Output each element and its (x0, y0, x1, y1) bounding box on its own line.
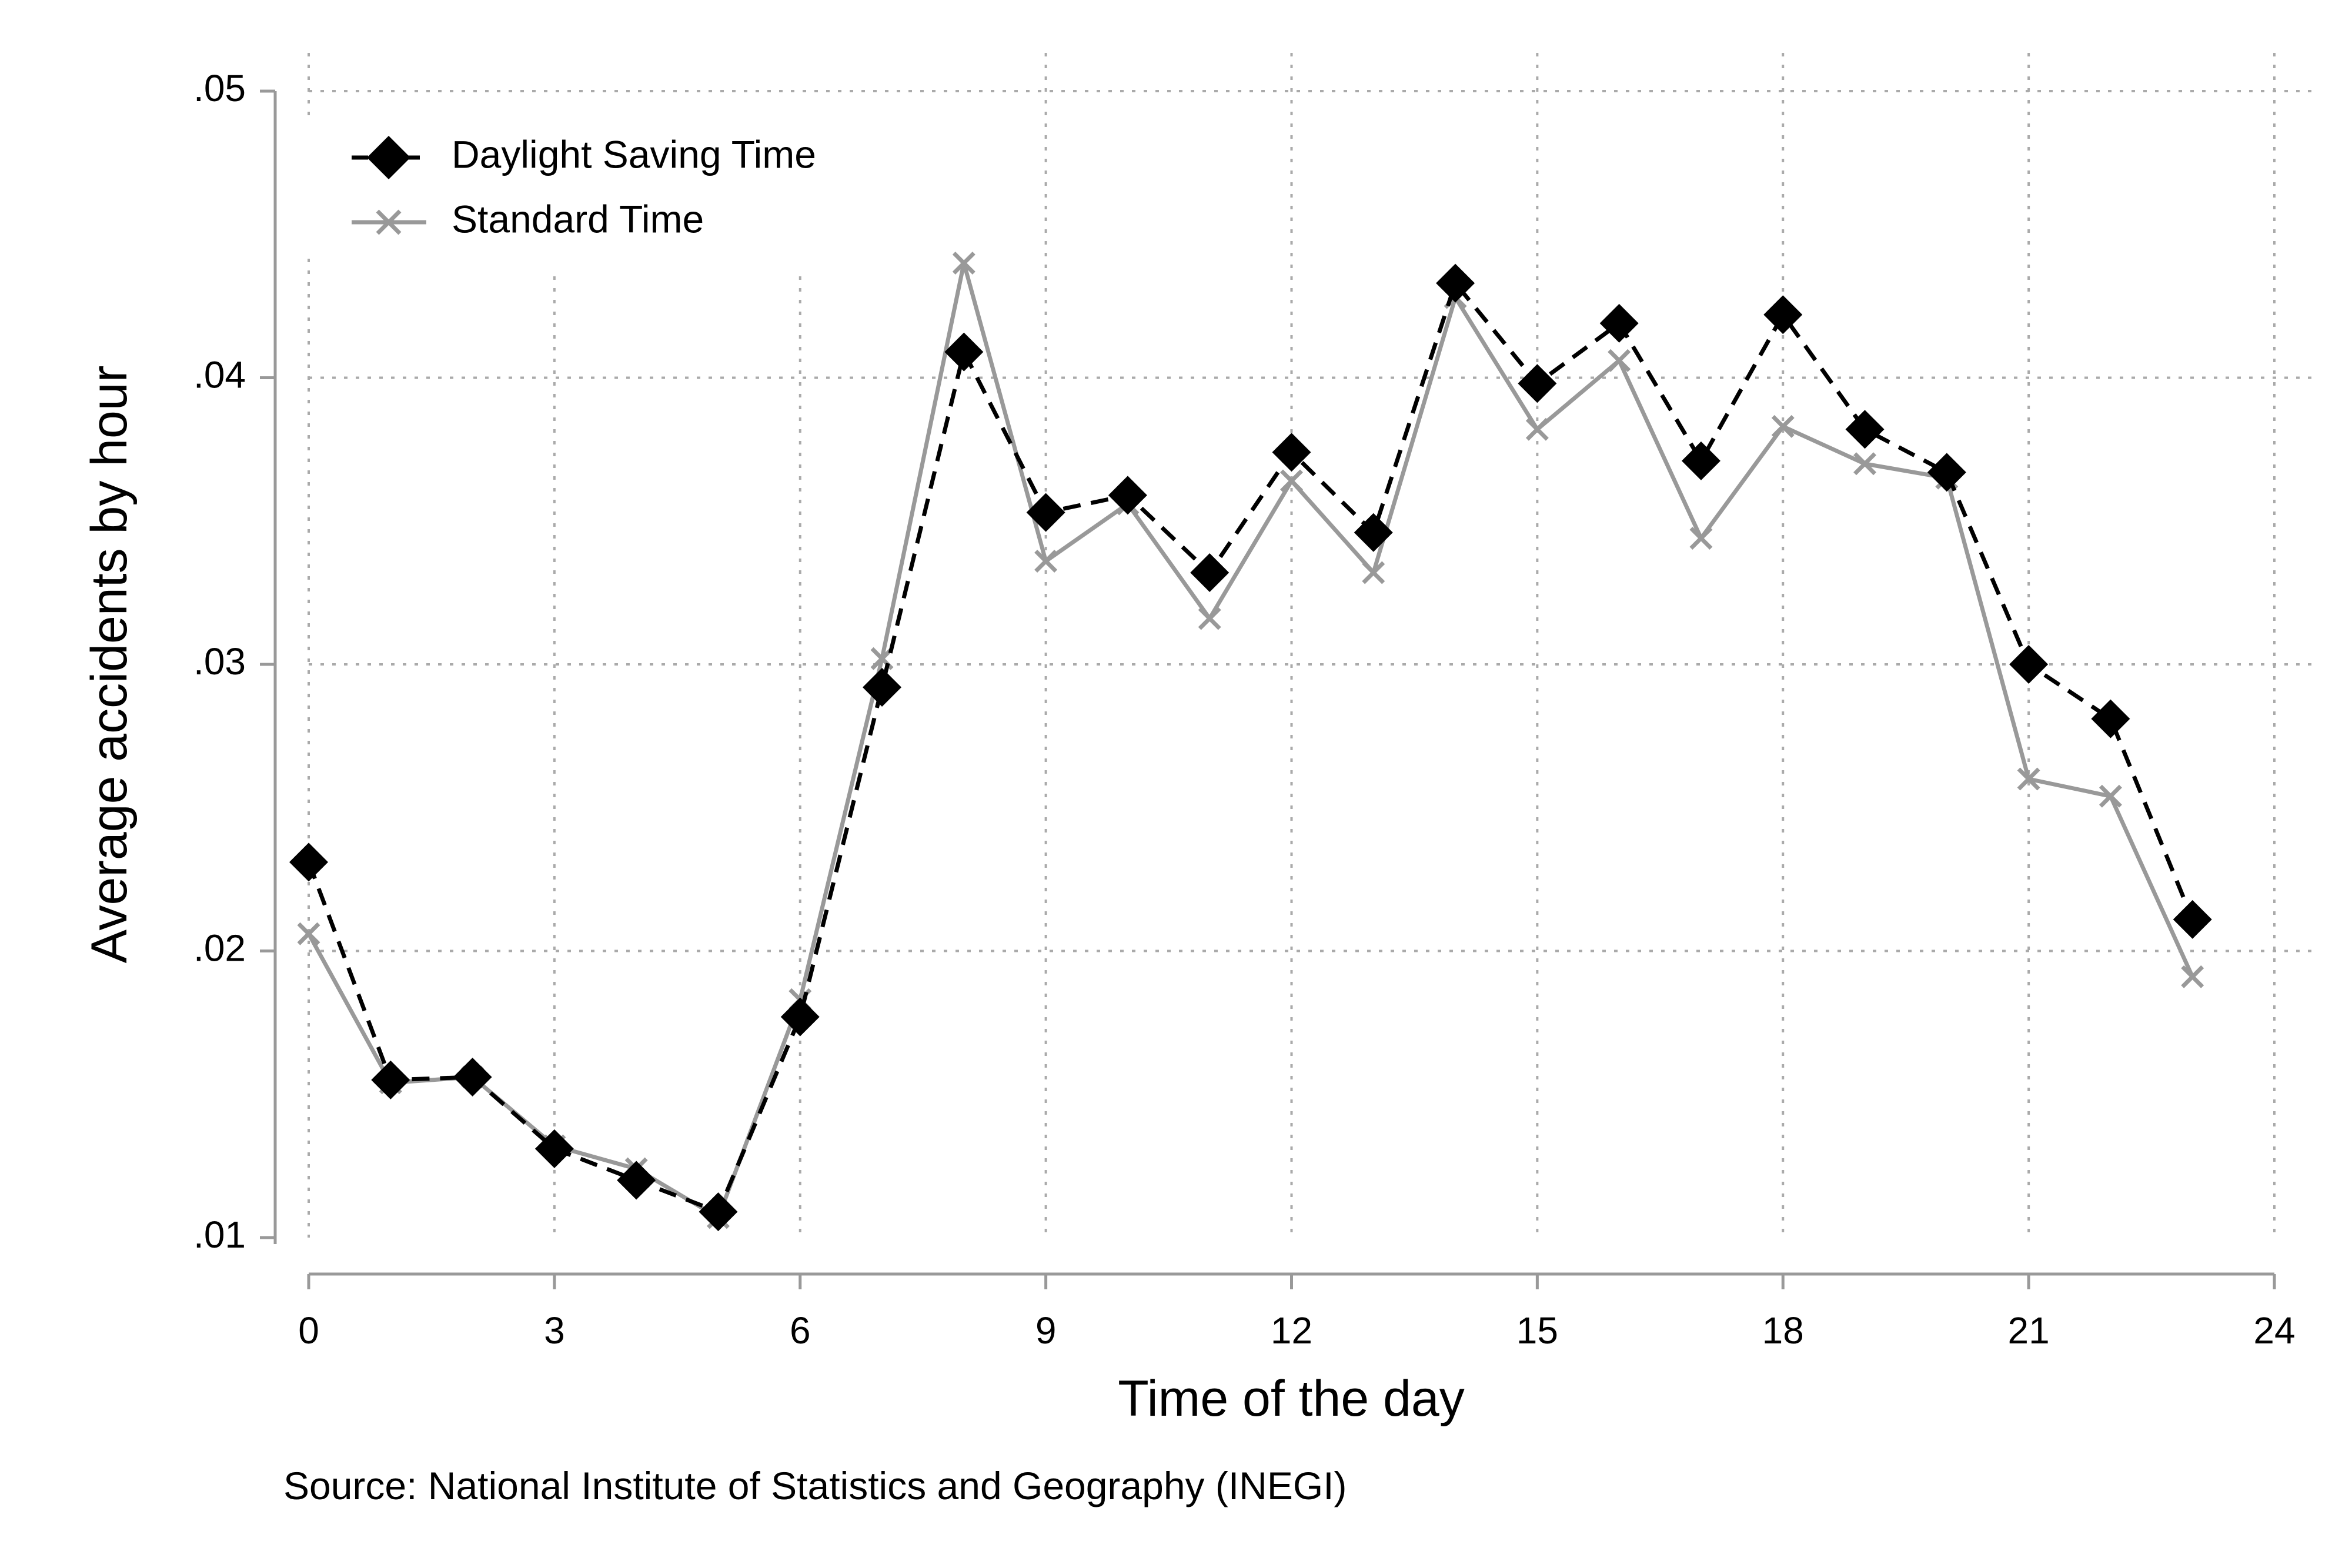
x-tick-label: 0 (298, 1309, 319, 1352)
source-note: Source: National Institute of Statistics… (283, 1464, 1347, 1507)
y-tick-label: .02 (193, 927, 246, 969)
x-tick-label: 6 (790, 1309, 811, 1352)
y-tick-label: .05 (193, 67, 246, 109)
legend-label-dst: Daylight Saving Time (452, 132, 816, 176)
y-axis-title: Average accidents by hour (81, 366, 138, 964)
x-tick-label: 21 (2008, 1309, 2050, 1352)
x-tick-label: 18 (1762, 1309, 1804, 1352)
y-tick-label: .01 (193, 1213, 246, 1256)
y-tick-label: .03 (193, 640, 246, 683)
x-tick-label: 3 (544, 1309, 565, 1352)
x-tick-label: 24 (2253, 1309, 2295, 1352)
y-tick-label: .04 (193, 353, 246, 396)
x-tick-label: 12 (1271, 1309, 1312, 1352)
legend-label-st: Standard Time (452, 197, 704, 240)
x-tick-label: 9 (1035, 1309, 1057, 1352)
x-tick-label: 15 (1516, 1309, 1558, 1352)
x-axis-title: Time of the day (1118, 1370, 1465, 1427)
